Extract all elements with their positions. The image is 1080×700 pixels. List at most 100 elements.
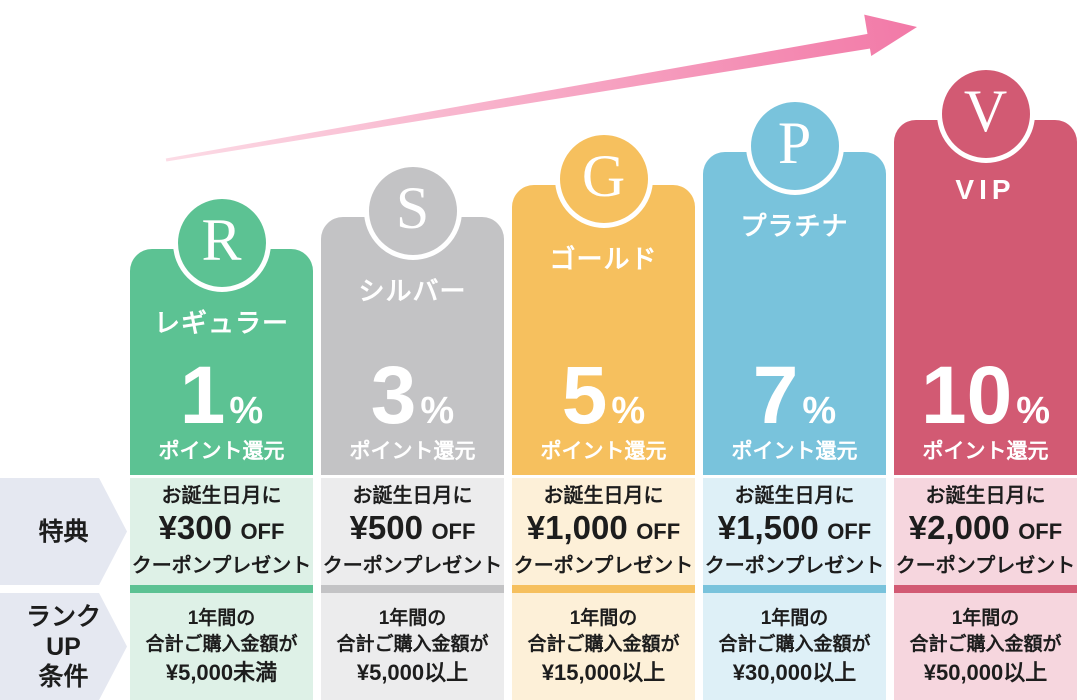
benefit-coupon: ¥300 OFF bbox=[159, 510, 285, 553]
condition-cell: 1年間の 合計ご購入金額が ¥5,000以上 bbox=[321, 593, 504, 700]
condition-line2: 合計ご購入金額が bbox=[909, 634, 1062, 655]
tier-block: V VIP 10 % ポイント還元 bbox=[894, 65, 1077, 475]
benefit-line2: クーポンプレゼント bbox=[131, 555, 312, 577]
tier-badge-icon: G bbox=[554, 130, 653, 228]
tier-badge-letter: R bbox=[201, 207, 242, 273]
condition-cell: 1年間の 合計ご購入金額が ¥15,000以上 bbox=[512, 593, 695, 700]
point-rate-label: ポイント還元 bbox=[922, 440, 1049, 463]
point-rate-number: 5 bbox=[561, 350, 608, 441]
benefit-coupon: ¥1,000 OFF bbox=[527, 510, 680, 553]
condition-cell: 1年間の 合計ご購入金額が ¥50,000以上 bbox=[894, 593, 1077, 700]
tier-block: G ゴールド 5 % ポイント還元 bbox=[512, 130, 695, 475]
tier-badge-letter: V bbox=[963, 78, 1008, 144]
benefit-line1: お誕生日月に bbox=[161, 485, 282, 507]
condition-line1: 1年間の bbox=[760, 608, 829, 629]
tier-badge-letter: G bbox=[581, 143, 626, 209]
condition-line1: 1年間の bbox=[951, 608, 1020, 629]
row-divider bbox=[703, 585, 886, 593]
tier-block: S シルバー 3 % ポイント還元 bbox=[321, 162, 504, 475]
condition-line2: 合計ご購入金額が bbox=[718, 634, 871, 655]
benefit-row-label: 特典 bbox=[0, 478, 127, 585]
condition-line3: ¥30,000以上 bbox=[732, 660, 857, 685]
point-rate-label: ポイント還元 bbox=[349, 440, 476, 463]
benefit-cell: お誕生日月に ¥2,000 OFF クーポンプレゼント bbox=[894, 478, 1077, 585]
tier-badge-icon: S bbox=[363, 162, 462, 260]
benefit-coupon: ¥1,500 OFF bbox=[718, 510, 871, 553]
point-rate-number: 3 bbox=[370, 350, 417, 441]
coupon-amount: ¥1,500 bbox=[717, 509, 819, 546]
condition-cell: 1年間の 合計ご購入金額が ¥5,000未満 bbox=[130, 593, 313, 700]
condition-line1: 1年間の bbox=[187, 608, 256, 629]
condition-line3: ¥15,000以上 bbox=[541, 660, 666, 685]
percent-sign: % bbox=[802, 390, 837, 432]
tier-column-silver: S シルバー 3 % ポイント還元 お誕生日月に ¥500 OFF クーポンプレ… bbox=[321, 0, 504, 700]
tier-name: ゴールド bbox=[549, 244, 658, 274]
row-divider bbox=[894, 585, 1077, 593]
point-rate-number: 7 bbox=[752, 350, 799, 441]
tier-badge-icon: V bbox=[936, 65, 1035, 163]
tier-badge-letter: P bbox=[777, 110, 812, 176]
point-rate: 7 % bbox=[703, 355, 886, 437]
rankup-row-label-line2: 条件 bbox=[38, 662, 89, 691]
coupon-amount: ¥300 bbox=[158, 509, 232, 546]
benefit-line1: お誕生日月に bbox=[734, 485, 855, 507]
coupon-off: OFF bbox=[636, 519, 681, 544]
coupon-off: OFF bbox=[827, 519, 872, 544]
point-rate: 10 % bbox=[894, 355, 1077, 437]
row-divider bbox=[130, 585, 313, 593]
benefit-line2: クーポンプレゼント bbox=[513, 555, 694, 577]
point-rate-label: ポイント還元 bbox=[540, 440, 667, 463]
rankup-row-label: ランクUP 条件 bbox=[0, 593, 127, 700]
coupon-amount: ¥2,000 bbox=[908, 509, 1010, 546]
condition-line1: 1年間の bbox=[378, 608, 447, 629]
point-rate-number: 10 bbox=[920, 350, 1013, 441]
point-rate: 1 % bbox=[130, 355, 313, 437]
condition-line2: 合計ご購入金額が bbox=[336, 634, 489, 655]
condition-line3: ¥5,000未満 bbox=[165, 660, 278, 685]
tier-column-gold: G ゴールド 5 % ポイント還元 お誕生日月に ¥1,000 OFF クーポン… bbox=[512, 0, 695, 700]
coupon-off: OFF bbox=[240, 519, 285, 544]
condition-line2: 合計ご購入金額が bbox=[145, 634, 298, 655]
point-rate-label: ポイント還元 bbox=[731, 440, 858, 463]
tier-badge-letter: S bbox=[395, 175, 430, 241]
coupon-off: OFF bbox=[431, 519, 476, 544]
rankup-row-label-line1: ランクUP bbox=[25, 602, 101, 661]
point-rate: 5 % bbox=[512, 355, 695, 437]
point-rate-number: 1 bbox=[179, 350, 226, 441]
tier-block: R レギュラー 1 % ポイント還元 bbox=[130, 194, 313, 475]
point-rate-label: ポイント還元 bbox=[158, 440, 285, 463]
tier-column-platinum: P プラチナ 7 % ポイント還元 お誕生日月に ¥1,500 OFF クーポン… bbox=[703, 0, 886, 700]
benefit-row-label-text: 特典 bbox=[38, 517, 89, 546]
percent-sign: % bbox=[420, 390, 455, 432]
benefit-cell: お誕生日月に ¥1,000 OFF クーポンプレゼント bbox=[512, 478, 695, 585]
benefit-line1: お誕生日月に bbox=[925, 485, 1046, 507]
benefit-line1: お誕生日月に bbox=[543, 485, 664, 507]
tier-badge-icon: P bbox=[745, 97, 844, 195]
benefit-cell: お誕生日月に ¥500 OFF クーポンプレゼント bbox=[321, 478, 504, 585]
condition-line3: ¥50,000以上 bbox=[923, 660, 1048, 685]
coupon-amount: ¥500 bbox=[349, 509, 423, 546]
tier-name: シルバー bbox=[358, 276, 467, 306]
coupon-off: OFF bbox=[1018, 519, 1063, 544]
benefit-coupon: ¥500 OFF bbox=[350, 510, 476, 553]
benefit-line1: お誕生日月に bbox=[352, 485, 473, 507]
benefit-line2: クーポンプレゼント bbox=[322, 555, 503, 577]
percent-sign: % bbox=[229, 390, 264, 432]
condition-line1: 1年間の bbox=[569, 608, 638, 629]
benefit-cell: お誕生日月に ¥1,500 OFF クーポンプレゼント bbox=[703, 478, 886, 585]
tier-block: P プラチナ 7 % ポイント還元 bbox=[703, 97, 886, 475]
condition-line2: 合計ご購入金額が bbox=[527, 634, 680, 655]
tier-column-vip: V VIP 10 % ポイント還元 お誕生日月に ¥2,000 OFF クーポン… bbox=[894, 0, 1077, 700]
row-divider bbox=[512, 585, 695, 593]
benefit-line2: クーポンプレゼント bbox=[895, 555, 1076, 577]
row-divider bbox=[321, 585, 504, 593]
benefit-coupon: ¥2,000 OFF bbox=[909, 510, 1062, 553]
tier-badge-icon: R bbox=[172, 194, 271, 292]
tier-name: VIP bbox=[955, 174, 1016, 205]
percent-sign: % bbox=[611, 390, 646, 432]
point-rate: 3 % bbox=[321, 355, 504, 437]
benefit-line2: クーポンプレゼント bbox=[704, 555, 885, 577]
percent-sign: % bbox=[1016, 390, 1050, 432]
coupon-amount: ¥1,000 bbox=[526, 509, 628, 546]
